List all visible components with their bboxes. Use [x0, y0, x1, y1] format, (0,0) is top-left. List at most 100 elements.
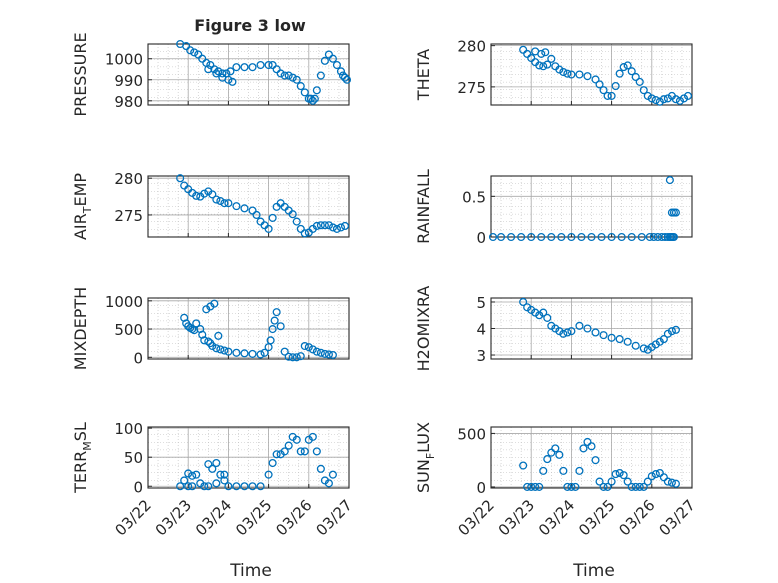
data-point [643, 477, 652, 486]
data-point [284, 441, 293, 450]
data-point [539, 62, 548, 71]
data-point [316, 221, 325, 230]
data-point [651, 470, 660, 479]
data-point [240, 63, 249, 72]
data-point [208, 341, 217, 351]
data-point [212, 479, 221, 488]
data-point [208, 190, 217, 199]
data-point [268, 458, 277, 468]
data-point [296, 352, 305, 361]
data-point [615, 69, 624, 78]
x-tick-label-col2: 03/22 [455, 496, 498, 539]
data-point [256, 482, 265, 491]
data-point [543, 455, 552, 464]
data-point [571, 482, 580, 491]
y-tick-label: 280 [114, 170, 143, 188]
data-point [248, 206, 257, 215]
data-point [264, 224, 273, 233]
data-point [567, 70, 576, 79]
data-point [643, 91, 652, 100]
data-point [631, 72, 640, 82]
data-point [316, 71, 325, 80]
data-point [324, 479, 333, 488]
data-point [599, 331, 608, 340]
data-point [180, 476, 189, 485]
data-point [248, 63, 257, 72]
subplot-3: 275 280 AIRTEMP [71, 170, 350, 240]
data-point [332, 224, 341, 233]
data-point [200, 189, 209, 198]
data-point [310, 94, 319, 103]
data-point [587, 442, 596, 451]
y-tick-label: 500 [114, 321, 143, 339]
y-axis-label: H2OMIXRA [414, 286, 433, 372]
data-point [268, 325, 277, 334]
data-point [583, 324, 592, 333]
data-point [312, 447, 321, 456]
data-point [651, 96, 660, 105]
data-point [216, 470, 225, 479]
data-point [619, 471, 628, 480]
data-point [607, 91, 616, 100]
y-axis-label: AIRTEMP [71, 173, 94, 240]
data-point [591, 328, 600, 337]
data-point [657, 232, 666, 242]
data-point [663, 477, 672, 486]
data-point [671, 95, 680, 104]
data-point [563, 328, 572, 337]
data-point [519, 461, 528, 470]
data-point [306, 94, 315, 103]
data-point [200, 482, 209, 491]
data-point [252, 210, 261, 220]
data-point [535, 482, 544, 491]
y-tick-label: 990 [114, 72, 143, 90]
data-point [296, 82, 305, 91]
data-point [639, 86, 648, 95]
data-point [671, 208, 680, 217]
data-point [547, 321, 556, 330]
subplot-8: 0 500 SUNFLUX [414, 422, 693, 497]
data-point [617, 232, 626, 242]
data-point [228, 77, 237, 86]
data-point [340, 221, 350, 231]
x-axis-label-right: Time [572, 561, 615, 581]
data-point [280, 447, 289, 456]
y-tick-label: 4 [476, 321, 486, 339]
data-point [663, 94, 672, 103]
data-point [607, 333, 616, 342]
data-point [192, 470, 201, 479]
data-point [603, 91, 612, 100]
axes-box [147, 297, 350, 360]
data-point [220, 346, 229, 355]
data-point [563, 69, 572, 78]
data-point [551, 324, 560, 333]
data-point [324, 50, 333, 59]
data-point [288, 210, 297, 219]
data-point [679, 94, 689, 103]
data-point [338, 71, 348, 80]
data-point [184, 482, 193, 491]
data-point [190, 48, 199, 57]
data-point [192, 319, 201, 328]
data-point [643, 345, 652, 354]
y-tick-label: 980 [114, 93, 143, 111]
x-tick-label-col2: 03/26 [615, 496, 658, 539]
data-point [659, 95, 668, 104]
data-point [316, 464, 325, 473]
data-point [527, 305, 536, 314]
data-point [519, 45, 528, 54]
data-point [627, 482, 636, 491]
subplot-1: 980 990 1000 PRESSURE [71, 32, 352, 117]
data-point [637, 232, 646, 242]
subplot-4: 0 0.5 RAINFALL [414, 169, 693, 247]
y-tick-label: 100 [114, 420, 143, 438]
y-tick-label: 1000 [105, 293, 143, 311]
data-point [543, 313, 552, 322]
data-point [615, 335, 624, 344]
y-tick-label: 0 [133, 349, 143, 367]
data-point [214, 67, 223, 76]
data-point [292, 353, 301, 362]
data-point [336, 67, 346, 76]
data-point [232, 202, 241, 211]
